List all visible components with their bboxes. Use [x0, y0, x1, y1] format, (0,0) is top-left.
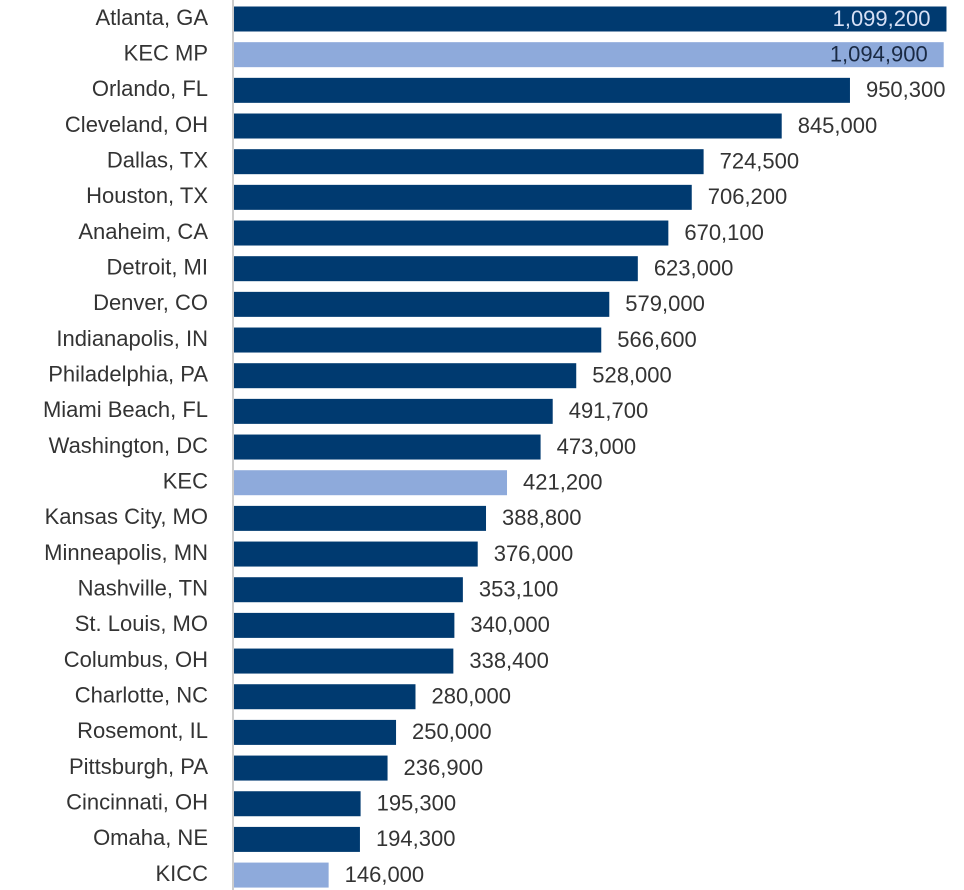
data-label: 845,000 — [798, 113, 878, 138]
data-label: 566,600 — [617, 327, 697, 352]
y-tick-label: Houston, TX — [86, 183, 208, 208]
bar — [234, 505, 487, 531]
y-tick-label: Pittsburgh, PA — [69, 754, 208, 779]
data-label: 338,400 — [469, 648, 549, 673]
data-label: 623,000 — [654, 256, 734, 281]
y-tick-label: Detroit, MI — [107, 255, 208, 280]
bar — [234, 434, 541, 460]
bar — [234, 291, 610, 317]
y-tick-label: Denver, CO — [93, 290, 208, 315]
data-label: 491,700 — [569, 398, 649, 423]
y-tick-label: St. Louis, MO — [75, 611, 208, 636]
y-tick-label: Orlando, FL — [92, 76, 208, 101]
y-tick-label: KICC — [155, 861, 208, 886]
bar — [234, 684, 416, 710]
y-tick-label: Charlotte, NC — [75, 683, 208, 708]
bar — [234, 398, 553, 424]
data-label: 706,200 — [708, 184, 788, 209]
y-tick-label: Nashville, TN — [78, 576, 208, 601]
y-tick-label: KEC MP — [124, 40, 208, 65]
y-tick-label: Kansas City, MO — [45, 504, 208, 529]
data-label: 388,800 — [502, 505, 582, 530]
bar — [234, 755, 388, 781]
bar — [234, 184, 692, 210]
data-label: 1,094,900 — [830, 41, 928, 66]
y-tick-label: Indianapolis, IN — [56, 326, 208, 351]
data-label: 236,900 — [404, 755, 484, 780]
data-label: 950,300 — [866, 77, 946, 102]
y-tick-label: KEC — [163, 469, 208, 494]
bar — [234, 470, 508, 496]
data-label: 473,000 — [557, 434, 637, 459]
y-tick-label: Minneapolis, MN — [44, 540, 208, 565]
bar — [234, 826, 360, 852]
data-label: 528,000 — [592, 363, 672, 388]
bar — [234, 327, 602, 353]
bar — [234, 719, 397, 745]
y-tick-label: Cincinnati, OH — [66, 790, 208, 815]
y-tick-label: Cleveland, OH — [65, 112, 208, 137]
data-label: 280,000 — [431, 684, 511, 709]
bar — [234, 42, 944, 68]
y-tick-label: Anaheim, CA — [78, 219, 208, 244]
y-tick-label: Columbus, OH — [64, 647, 208, 672]
bar — [234, 648, 454, 674]
bar — [234, 220, 669, 246]
data-label: 340,000 — [470, 612, 550, 637]
y-tick-label: Dallas, TX — [107, 147, 208, 172]
y-tick-label: Atlanta, GA — [95, 5, 208, 30]
bar — [234, 541, 478, 567]
bar — [234, 6, 947, 32]
data-label: 195,300 — [377, 791, 457, 816]
y-tick-label: Philadelphia, PA — [48, 362, 208, 387]
y-tick-label: Miami Beach, FL — [43, 397, 208, 422]
data-label: 146,000 — [345, 862, 425, 887]
bar — [234, 791, 361, 817]
data-label: 1,099,200 — [833, 6, 931, 31]
bar — [234, 149, 704, 175]
data-label: 421,200 — [523, 470, 603, 495]
data-label: 579,000 — [625, 291, 705, 316]
data-label: 353,100 — [479, 577, 559, 602]
bar — [234, 612, 455, 638]
data-label: 724,500 — [720, 148, 800, 173]
data-label: 194,300 — [376, 826, 456, 851]
y-tick-label: Omaha, NE — [93, 825, 208, 850]
bar — [234, 363, 577, 389]
y-tick-label: Rosemont, IL — [77, 718, 208, 743]
data-label: 670,100 — [684, 220, 764, 245]
data-label: 376,000 — [494, 541, 574, 566]
bar — [234, 577, 463, 603]
bar — [234, 256, 638, 282]
bar — [234, 113, 782, 139]
y-tick-label: Washington, DC — [49, 433, 208, 458]
bar — [234, 862, 329, 888]
bar — [234, 77, 850, 103]
data-label: 250,000 — [412, 719, 492, 744]
